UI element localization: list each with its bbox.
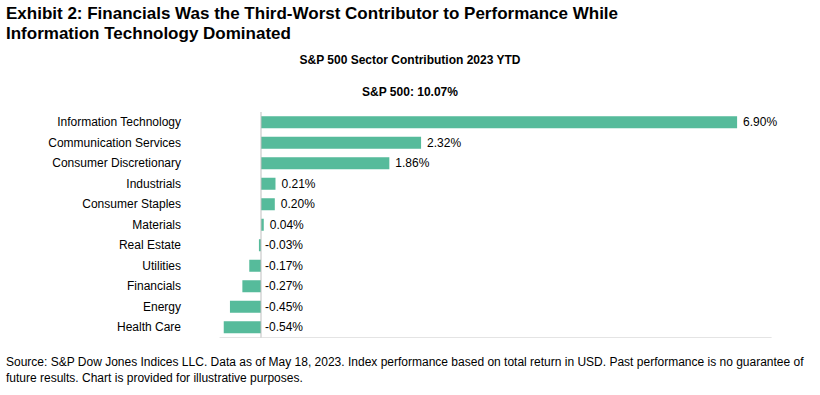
data-label: -0.03% [265, 238, 303, 252]
bar [242, 280, 261, 292]
category-label: Communication Services [48, 136, 181, 150]
data-label: 0.21% [281, 177, 315, 191]
chart: S&P 500 Sector Contribution 2023 YTD S&P … [0, 0, 820, 395]
source-note: Source: S&P Dow Jones Indices LLC. Data … [6, 354, 818, 386]
bar [249, 260, 261, 272]
bar [261, 157, 389, 169]
data-label: -0.54% [265, 320, 303, 334]
data-label: 6.90% [743, 115, 777, 129]
bar [261, 137, 421, 149]
data-label: -0.27% [265, 279, 303, 293]
category-label: Industrials [126, 177, 181, 191]
category-label: Health Care [117, 320, 181, 334]
axis-line [220, 337, 772, 338]
category-label: Utilities [142, 259, 181, 273]
bar [261, 116, 737, 128]
bars [224, 116, 737, 333]
bar [261, 198, 275, 210]
bar [261, 178, 275, 190]
chart-title: S&P 500 Sector Contribution 2023 YTD [300, 53, 521, 67]
exhibit-title: Exhibit 2: Financials Was the Third-Wors… [6, 4, 686, 44]
data-label: 0.20% [281, 197, 315, 211]
category-label: Information Technology [57, 115, 181, 129]
zero-line [261, 112, 262, 338]
index-return: S&P 500: 10.07% [362, 85, 458, 99]
category-label: Energy [143, 300, 181, 314]
data-label: 0.04% [270, 218, 304, 232]
data-label: -0.17% [265, 259, 303, 273]
bar [230, 301, 261, 313]
data-label: 1.86% [395, 156, 429, 170]
category-label: Materials [132, 218, 181, 232]
bar [224, 321, 261, 333]
category-label: Financials [127, 279, 181, 293]
data-label: -0.45% [265, 300, 303, 314]
category-label: Consumer Discretionary [52, 156, 181, 170]
data-label: 2.32% [427, 136, 461, 150]
category-label: Real Estate [119, 238, 181, 252]
category-label: Consumer Staples [82, 197, 181, 211]
